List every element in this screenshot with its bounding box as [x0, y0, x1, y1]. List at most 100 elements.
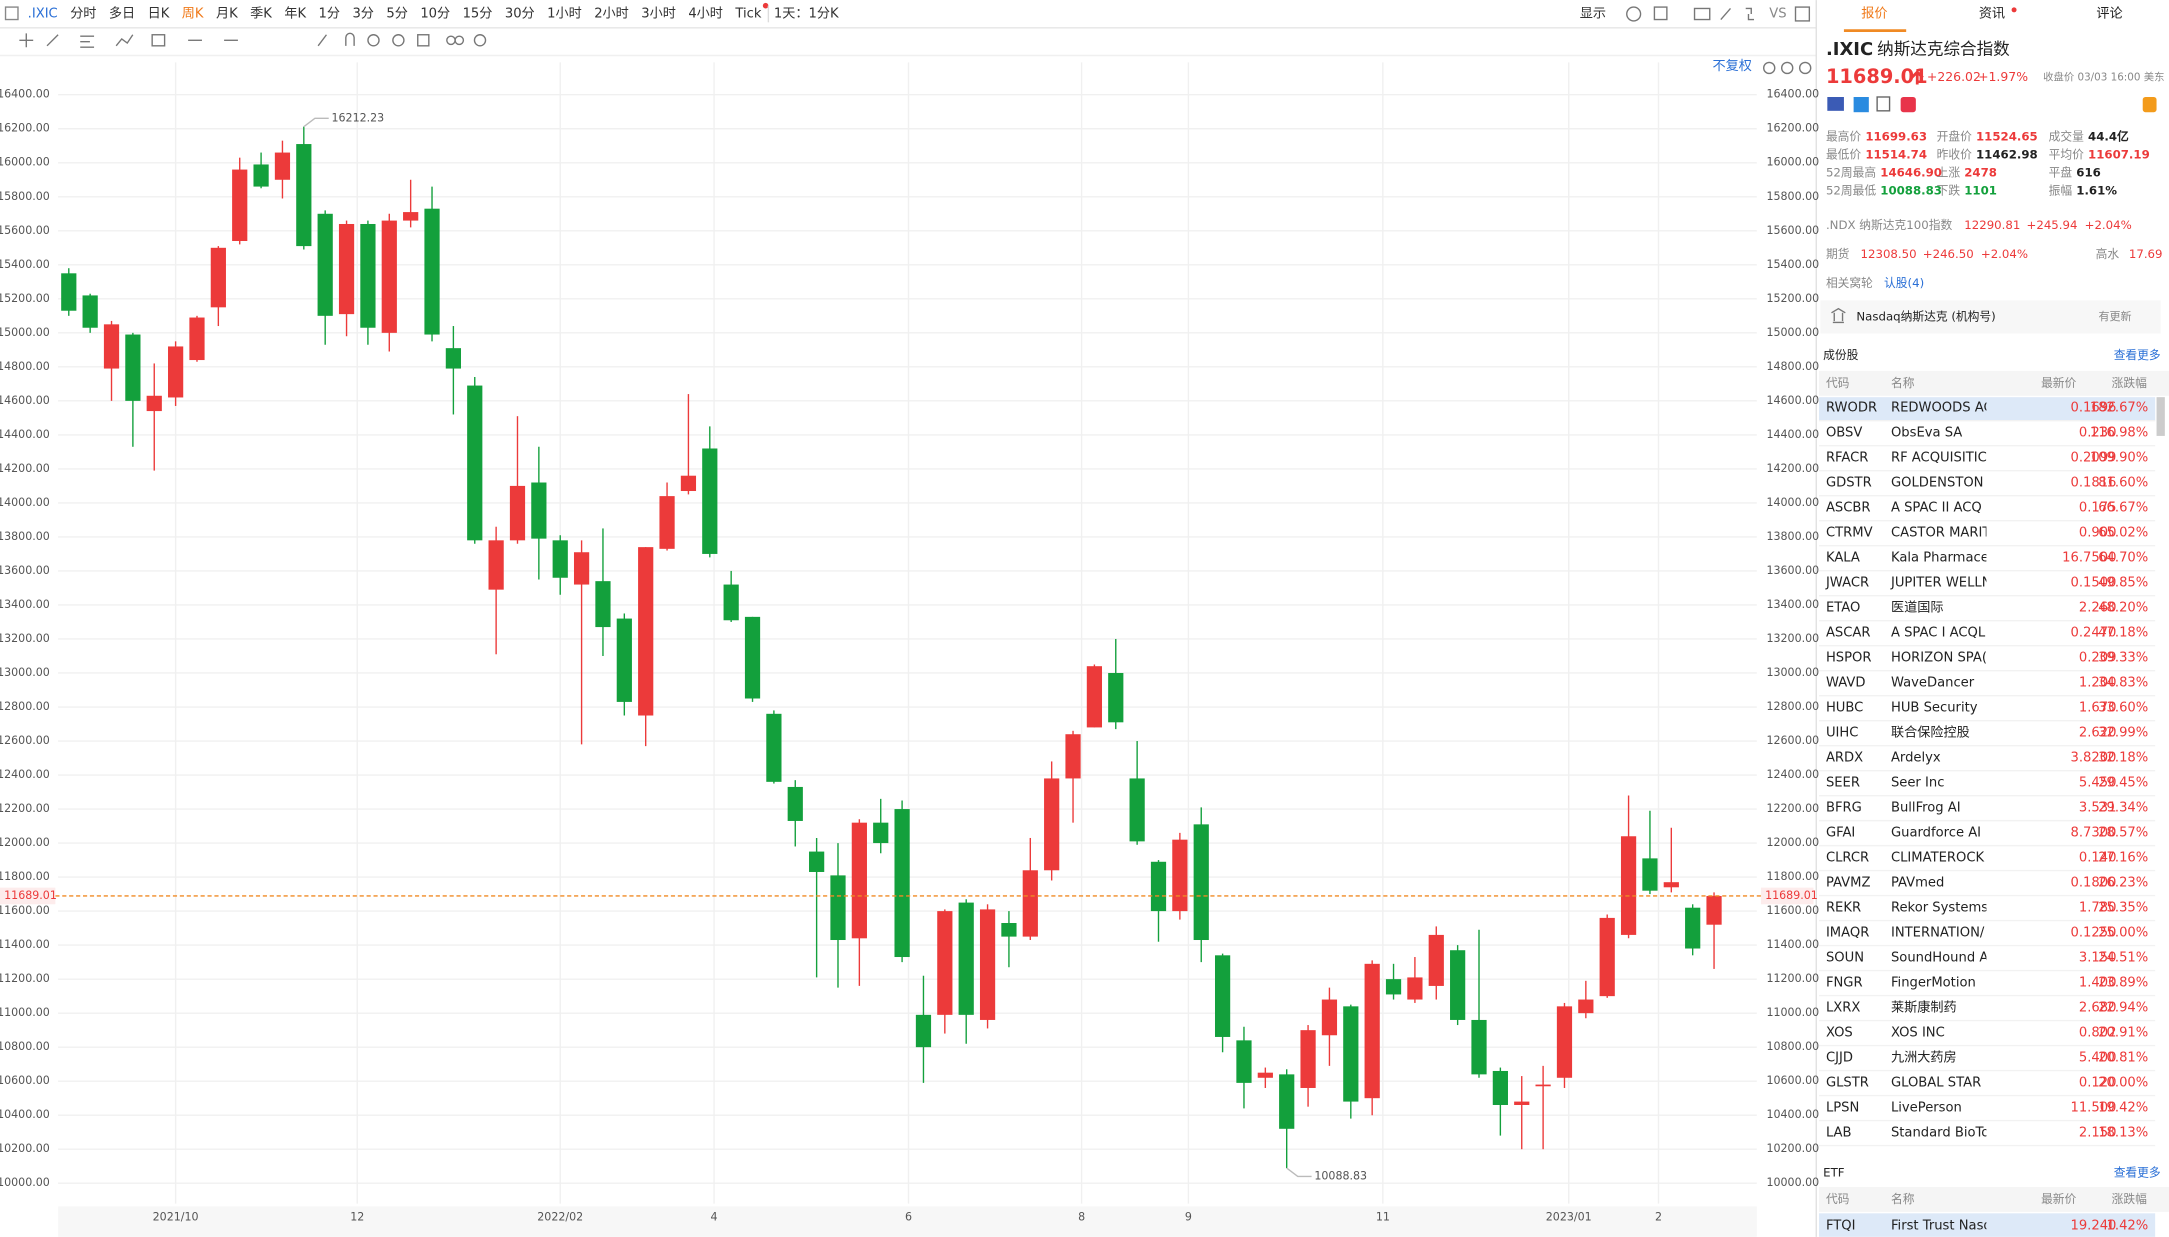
ndx-quote[interactable]: .NDX 纳斯达克100指数	[1826, 218, 1953, 232]
symbol-tab[interactable]: .IXIC	[28, 7, 58, 22]
period-tab[interactable]: 30分	[505, 6, 535, 22]
panel-tab[interactable]: 资讯	[1979, 6, 2005, 22]
interval-select[interactable]: 1天：1分K	[774, 6, 839, 22]
quote-change: +226.02	[1927, 69, 1981, 84]
more-link[interactable]: 查看更多	[2114, 1166, 2161, 1180]
y-tick-label: 11200.00	[0, 972, 50, 985]
y2-tick-label: 13400.00	[1766, 598, 1819, 611]
stat-value: 11514.74	[1865, 148, 1927, 162]
period-tab[interactable]: 分时	[70, 6, 96, 22]
period-tab[interactable]: 月K	[216, 7, 238, 22]
scrollbar[interactable]	[2156, 397, 2165, 436]
y2-tick-label: 10200.00	[1766, 1142, 1819, 1155]
warrants[interactable]: 认股(4)	[1884, 276, 1924, 290]
last-price-box	[1760, 887, 1814, 905]
ndx-quote[interactable]: +245.94	[2027, 218, 2078, 232]
ndx-quote[interactable]: 12290.81	[1964, 218, 2020, 232]
candle-body	[146, 395, 162, 412]
stock-price: 0.209	[2079, 651, 2117, 666]
period-tab[interactable]: 1小时	[547, 6, 582, 22]
more-link[interactable]: 查看更多	[2114, 348, 2161, 362]
drawing-tools[interactable]	[19, 6, 1812, 75]
candle-body	[125, 334, 141, 401]
period-tab[interactable]: 10分	[420, 6, 450, 22]
x-axis-band	[58, 1206, 1757, 1237]
futures-quote[interactable]: 期货	[1826, 247, 1850, 261]
period-tab[interactable]: 3小时	[641, 6, 676, 22]
stock-price: 0.900	[2079, 526, 2117, 541]
y-tick-label: 10000.00	[0, 1176, 50, 1189]
account-update: 有更新	[2098, 309, 2131, 323]
period-tab[interactable]: 1分	[319, 6, 340, 22]
table-header: 最新价	[2041, 376, 2076, 390]
candle-body	[1172, 839, 1188, 912]
display-menu[interactable]: 显示	[1580, 7, 1606, 22]
selected-etf-row[interactable]	[1819, 1213, 2156, 1237]
period-tab[interactable]: 5分	[386, 6, 407, 22]
period-tab[interactable]: 4小时	[688, 6, 723, 22]
stock-name: REDWOODS AC	[1891, 401, 1993, 416]
futures-quote[interactable]: 12308.50	[1861, 247, 1917, 261]
account-card[interactable]	[1820, 300, 2161, 334]
warrants[interactable]: 相关窝轮	[1826, 276, 1873, 290]
period-tab[interactable]: 季K	[250, 6, 272, 22]
period-tab[interactable]: 多日	[109, 5, 135, 22]
panel-tab[interactable]: 报价	[1861, 6, 1887, 22]
period-tab[interactable]: 日K	[148, 7, 170, 22]
stock-name: HUB Security	[1891, 701, 1978, 716]
selected-row[interactable]	[1819, 397, 2156, 421]
candle-body	[253, 164, 269, 187]
futures-quote[interactable]: 高水	[2096, 247, 2120, 261]
stock-change: 18.13%	[2098, 1126, 2148, 1141]
panel-tab[interactable]: 评论	[2096, 6, 2122, 22]
period-tab[interactable]: Tick	[734, 7, 761, 22]
futures-quote[interactable]: +2.04%	[1981, 247, 2028, 261]
futures-quote[interactable]: 17.69	[2129, 247, 2163, 261]
period-tab[interactable]: 15分	[463, 6, 493, 22]
period-tab[interactable]: 2小时	[594, 6, 629, 22]
period-tab[interactable]: 周K	[182, 7, 204, 22]
futures-quote[interactable]: +246.50	[1923, 247, 1974, 261]
account-name[interactable]: Nasdaq纳斯达克 (机构号)	[1856, 309, 1995, 323]
stat-label: 最高价	[1826, 130, 1862, 144]
period-tab[interactable]: 年K	[284, 6, 306, 22]
y-tick-label: 10800.00	[0, 1040, 50, 1053]
ndx-quote[interactable]: +2.04%	[2085, 218, 2132, 232]
period-tab[interactable]: 3分	[352, 6, 373, 22]
adjust-button[interactable]: 不复权	[1713, 57, 1752, 74]
vs-button[interactable]: VS	[1769, 7, 1786, 22]
sidebar-icon[interactable]	[4, 6, 19, 21]
y-tick-label: 11600.00	[0, 904, 50, 917]
